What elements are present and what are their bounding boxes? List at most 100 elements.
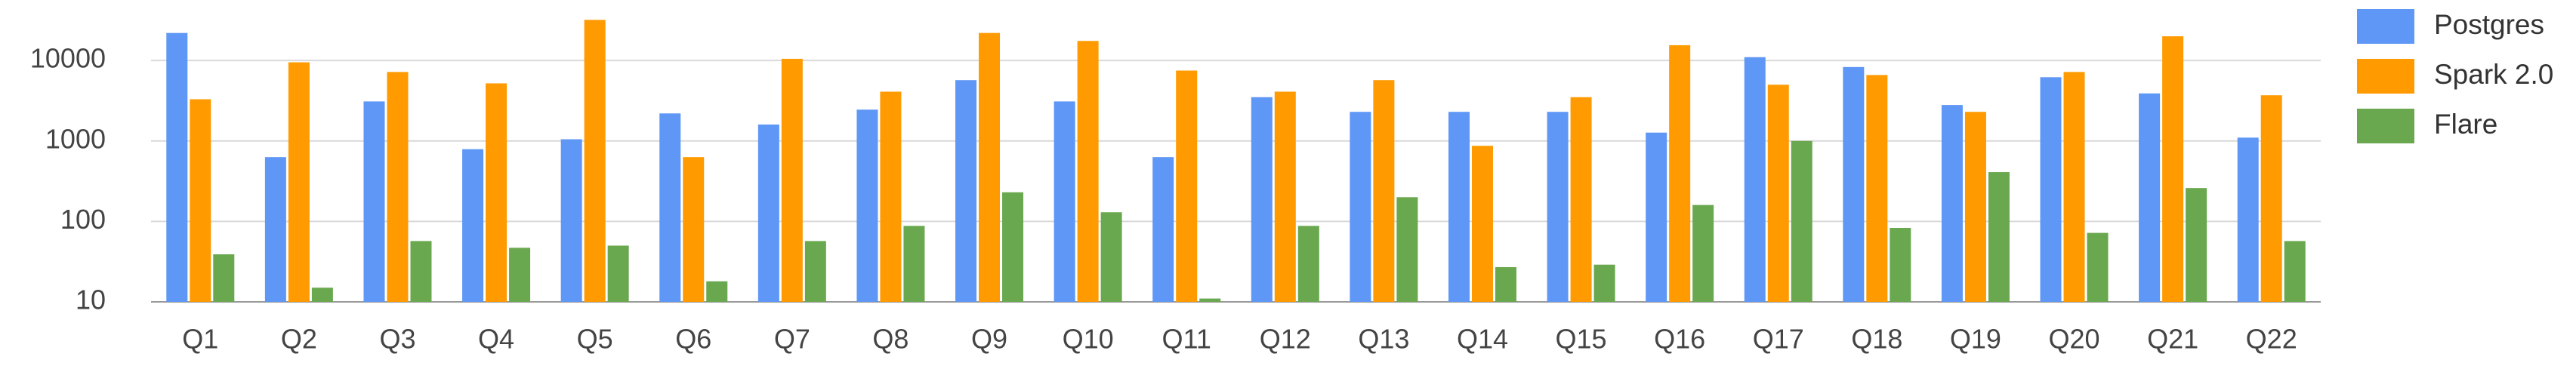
x-tick-label: Q14 xyxy=(1457,324,1508,355)
bar xyxy=(462,149,484,302)
bar xyxy=(2063,72,2085,303)
bar xyxy=(213,254,235,302)
x-tick-label: Q8 xyxy=(872,324,909,355)
y-tick-label: 100 xyxy=(60,204,106,235)
bar xyxy=(1152,157,1174,302)
bar xyxy=(311,288,333,302)
x-tick-label: Q22 xyxy=(2246,324,2297,355)
x-tick-label: Q7 xyxy=(774,324,810,355)
bar xyxy=(1448,112,1470,302)
bar xyxy=(1767,85,1789,302)
bar xyxy=(1471,146,1493,302)
bar xyxy=(1251,97,1273,302)
bar xyxy=(1941,105,1963,303)
bar xyxy=(1373,80,1395,302)
bar xyxy=(880,91,902,303)
y-tick-label: 10000 xyxy=(30,43,106,74)
bar xyxy=(1744,57,1766,302)
bar xyxy=(683,157,705,302)
bar xyxy=(1396,197,1418,302)
x-tick-label: Q3 xyxy=(379,324,415,355)
bar xyxy=(1692,205,1714,302)
x-tick-label: Q12 xyxy=(1260,324,1311,355)
bar xyxy=(2139,93,2161,302)
bar xyxy=(955,80,977,302)
x-tick-label: Q4 xyxy=(478,324,514,355)
x-tick-label: Q17 xyxy=(1753,324,1804,355)
legend-label: Postgres xyxy=(2434,9,2544,40)
bar xyxy=(1002,192,1024,302)
bar xyxy=(288,62,310,302)
bar xyxy=(1570,97,1592,302)
bar xyxy=(1495,267,1516,302)
bar xyxy=(1669,45,1691,302)
bar xyxy=(2162,36,2184,303)
bar xyxy=(2237,137,2259,302)
bar xyxy=(757,125,779,302)
bar xyxy=(1350,112,1371,302)
x-tick-label: Q15 xyxy=(1556,324,1607,355)
x-tick-label: Q20 xyxy=(2048,324,2099,355)
bar xyxy=(560,139,582,302)
bar xyxy=(1547,112,1569,302)
bar xyxy=(1890,228,1911,302)
x-tick-label: Q5 xyxy=(577,324,613,355)
x-tick-label: Q18 xyxy=(1851,324,1902,355)
x-tick-label: Q2 xyxy=(281,324,317,355)
bar xyxy=(1054,101,1075,302)
bar xyxy=(486,83,507,303)
x-tick-label: Q10 xyxy=(1063,324,1114,355)
legend-label: Spark 2.0 xyxy=(2434,59,2553,90)
bar xyxy=(584,20,606,303)
bar xyxy=(2186,188,2207,302)
legend-swatch xyxy=(2357,109,2414,143)
bar xyxy=(781,58,803,302)
bar xyxy=(509,248,531,302)
bar xyxy=(706,281,728,302)
bar xyxy=(264,157,286,302)
bar xyxy=(1866,75,1888,302)
bar xyxy=(1199,298,1221,302)
bar xyxy=(166,32,188,303)
bar xyxy=(363,101,385,302)
x-tick-label: Q6 xyxy=(675,324,711,355)
x-tick-label: Q11 xyxy=(1162,324,1211,355)
bar xyxy=(804,241,826,302)
x-tick-label: Q1 xyxy=(182,324,218,355)
bar xyxy=(1791,140,1812,302)
bar xyxy=(659,113,681,302)
y-tick-label: 1000 xyxy=(45,123,106,154)
bar xyxy=(1077,41,1099,302)
bar xyxy=(1176,70,1198,302)
x-tick-label: Q9 xyxy=(971,324,1007,355)
bar xyxy=(2040,77,2062,303)
bar xyxy=(2260,95,2282,302)
legend-swatch xyxy=(2357,59,2414,94)
bar xyxy=(1100,212,1122,302)
bar xyxy=(1843,66,1865,302)
bar xyxy=(856,109,878,302)
legend-label: Flare xyxy=(2434,109,2497,140)
bar xyxy=(1593,264,1615,302)
x-tick-label: Q16 xyxy=(1654,324,1705,355)
bar xyxy=(190,99,211,302)
bar xyxy=(2284,241,2306,302)
x-tick-label: Q19 xyxy=(1950,324,2001,355)
bar xyxy=(387,72,409,303)
bar xyxy=(979,32,1001,303)
bar xyxy=(1964,112,1986,302)
bar xyxy=(607,245,629,302)
bar xyxy=(1646,132,1667,302)
bar xyxy=(1988,172,2010,302)
y-tick-label: 10 xyxy=(76,284,106,315)
x-tick-label: Q13 xyxy=(1358,324,1409,355)
legend-swatch xyxy=(2357,9,2414,44)
bar xyxy=(1274,91,1296,303)
bar xyxy=(1297,226,1319,302)
bar xyxy=(410,241,432,302)
bar xyxy=(2087,232,2109,302)
x-tick-label: Q21 xyxy=(2147,324,2198,355)
bar xyxy=(903,226,925,302)
